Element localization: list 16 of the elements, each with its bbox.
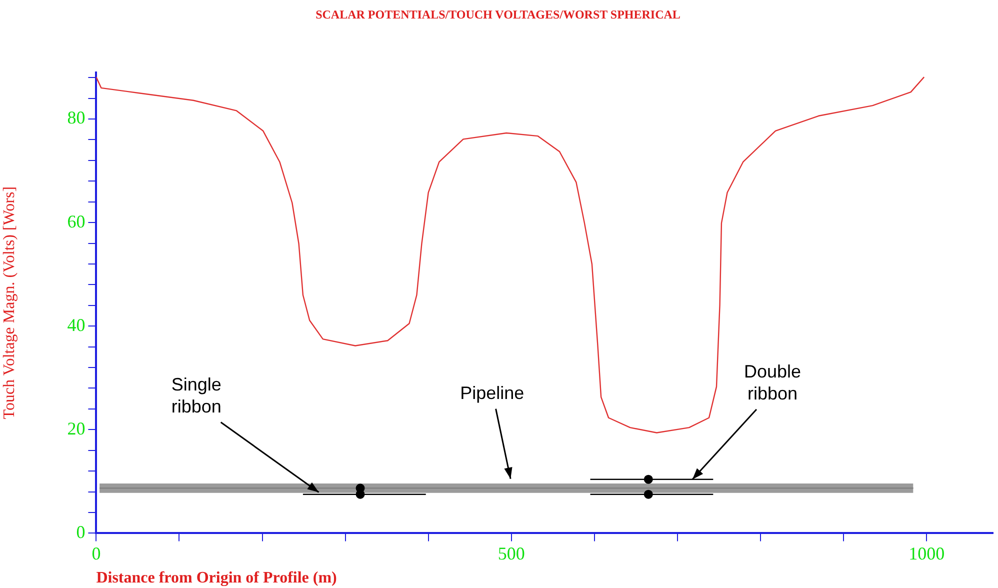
y-tick-label: 40 — [67, 314, 86, 335]
annotation: Pipeline — [460, 382, 524, 403]
y-tick-label: 80 — [67, 108, 86, 128]
y-axis-title: Touch Voltage Magn. (Volts) [Wors] — [0, 186, 18, 420]
point — [644, 490, 653, 499]
x-tick-label: 500 — [498, 544, 525, 564]
chart-title: SCALAR POTENTIALS/TOUCH VOLTAGES/WORST SPHERICAL — [316, 7, 680, 22]
y-tick-label: 20 — [67, 418, 86, 438]
y-tick-label: 60 — [67, 211, 86, 232]
annotation: Single ribbon — [171, 374, 222, 416]
annotation: Double ribbon — [744, 361, 802, 404]
x-tick-label: 1000 — [908, 544, 945, 564]
y-tick-label: 0 — [76, 522, 86, 542]
x-axis-title: Distance from Origin of Profile (m) — [96, 570, 337, 587]
x-tick-label: 0 — [92, 544, 101, 564]
point — [644, 474, 653, 484]
